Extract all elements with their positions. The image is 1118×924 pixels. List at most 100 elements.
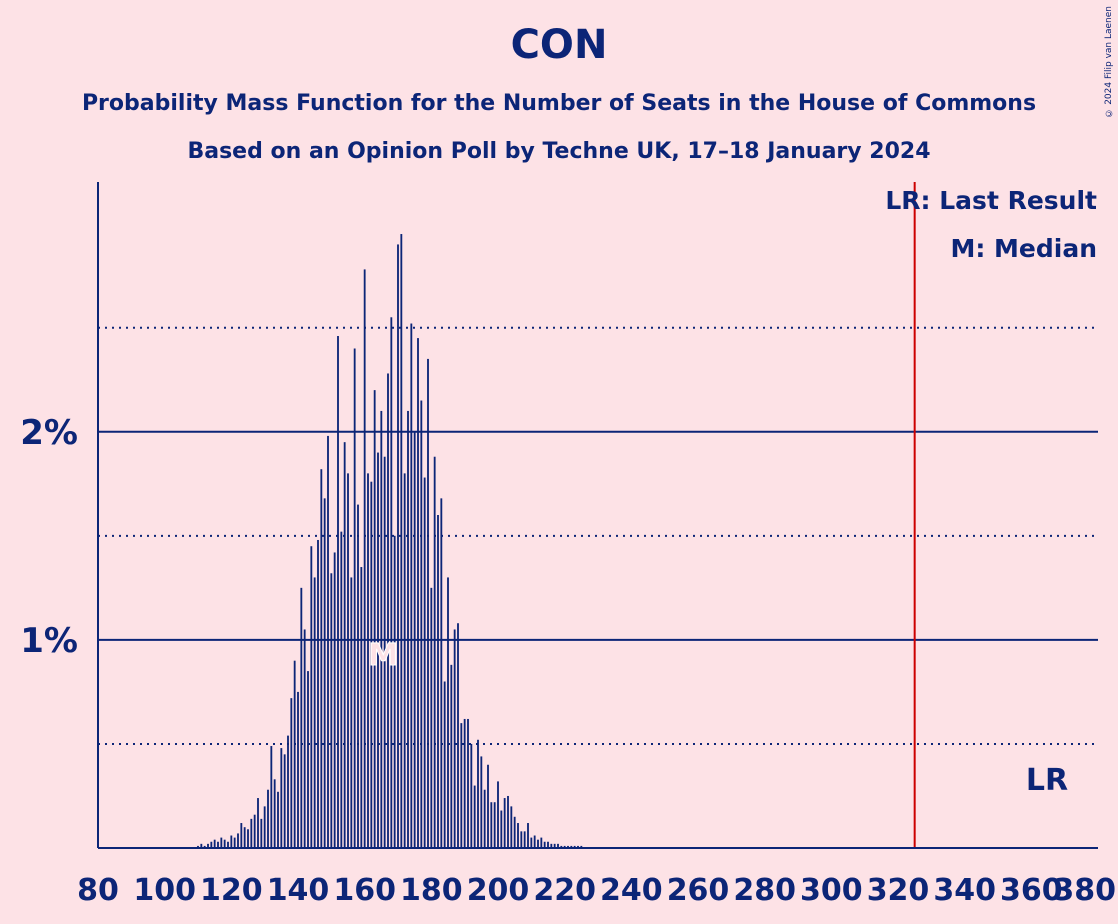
bar-218 [557,843,559,848]
bar-128 [257,798,259,848]
bar-162 [370,481,373,848]
bar-165 [380,410,383,848]
x-tick-label-7: 220 [533,873,596,908]
bar-146 [317,539,319,848]
x-tick-label-10: 280 [733,873,796,908]
x-axis-ticks: 80 100 120 140 160 180 200 220 240 260 280 300 320 34… [77,873,1116,908]
bar-139 [293,660,296,848]
bar-190 [463,718,466,848]
bar-118 [223,839,226,848]
bar-132 [270,746,273,848]
bar-131 [267,789,269,848]
x-tick-label-11: 300 [800,873,863,908]
bar-184 [443,681,446,848]
bar-166 [383,456,386,848]
bar-181 [433,456,436,848]
bar-155 [347,473,349,848]
bar-224 [577,845,579,848]
bar-141 [300,587,303,848]
bar-159 [360,567,363,848]
bar-150 [330,573,333,848]
bar-120 [230,835,233,848]
bar-201 [500,810,503,848]
bar-161 [367,473,369,848]
bar-194 [477,739,479,848]
bar-147 [320,469,323,848]
bar-148 [323,498,326,848]
bar-164 [377,452,379,848]
bar-144 [310,546,313,848]
x-tick-label-4: 160 [333,873,396,908]
bar-215 [547,841,549,848]
bar-207 [520,831,523,848]
x-tick-label-0: 80 [77,873,119,908]
bar-191 [467,718,469,848]
bar-167 [387,373,389,848]
bar-199 [493,802,496,848]
bar-121 [233,837,236,848]
bar-111 [200,843,203,848]
bar-171 [400,234,403,848]
bar-122 [237,833,239,848]
bar-168 [390,317,393,848]
bar-117 [220,837,223,848]
bar-193 [473,785,476,848]
gridlines [98,326,1098,745]
bar-129 [260,818,263,848]
x-tick-label-13: 340 [933,873,996,908]
bar-210 [530,837,533,848]
bar-183 [440,498,443,848]
chart-subtitle-1: Probability Mass Function for the Number… [81,91,1037,116]
bar-188 [457,623,459,848]
bar-130 [263,806,266,848]
bar-187 [453,629,456,848]
bar-216 [550,843,553,848]
bar-127 [253,814,256,848]
bar-114 [210,841,213,848]
bar-182 [437,515,439,848]
x-tick-label-5: 180 [400,873,463,908]
bar-156 [350,577,353,848]
bar-154 [343,442,346,848]
bar-149 [327,435,329,848]
x-tick-label-14: 360 [1000,873,1063,908]
bar-223 [573,845,576,848]
bar-225 [580,845,583,848]
x-tick-label-2: 120 [200,873,263,908]
bar-169 [393,535,396,848]
y-tick-label-0: 1% [20,621,78,661]
bar-110 [197,845,199,848]
legend-median: M: Median [950,234,1097,263]
bar-124 [243,827,246,848]
bar-211 [533,835,536,848]
bar-202 [503,798,506,848]
bar-205 [513,816,516,848]
bar-214 [543,841,546,848]
bar-217 [553,843,556,848]
bar-213 [540,837,543,848]
x-tick-label-1: 100 [133,873,196,908]
bar-152 [337,336,339,848]
bar-189 [460,723,463,848]
bar-177 [420,400,423,848]
chart-subtitle-2: Based on an Opinion Poll by Techne UK, 1… [187,139,931,164]
x-tick-label-3: 140 [267,873,330,908]
bar-192 [470,743,473,848]
bar-178 [423,477,426,848]
bar-126 [250,818,253,848]
legend-last-result: LR: Last Result [885,186,1097,215]
x-tick-label-15: 380 [1053,873,1116,908]
bar-222 [570,845,573,848]
bar-123 [240,823,243,848]
bar-133 [273,779,276,848]
x-tick-label-12: 320 [867,873,930,908]
bar-116 [217,841,219,848]
bar-142 [303,629,306,848]
bar-209 [527,823,529,848]
bar-151 [333,552,336,848]
bar-135 [280,748,283,848]
y-axis-ticks: 1% 2% [20,413,78,661]
bar-220 [563,845,566,848]
bar-160 [363,269,366,849]
bar-137 [287,735,289,848]
